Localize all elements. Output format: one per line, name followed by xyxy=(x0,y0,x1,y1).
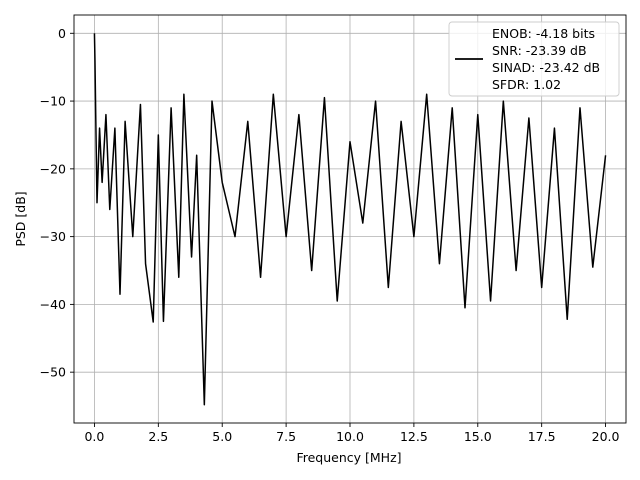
x-tick-label: 17.5 xyxy=(528,429,556,444)
y-tick-label: 0 xyxy=(58,26,66,41)
legend: ENOB: -4.18 bits SNR: -23.39 dB SINAD: -… xyxy=(448,21,620,97)
x-axis: 0.0 2.5 5.0 7.5 10.0 12.5 15.0 17.5 20.0 xyxy=(84,423,620,444)
x-axis-label: Frequency [MHz] xyxy=(296,450,401,465)
legend-entry-sinad: SINAD: -23.42 dB xyxy=(492,60,600,75)
y-tick-label: −10 xyxy=(40,94,66,109)
y-tick-label: −50 xyxy=(40,365,66,380)
y-axis: 0 −10 −20 −30 −40 −50 xyxy=(40,26,74,380)
x-tick-label: 20.0 xyxy=(592,429,620,444)
plot-area xyxy=(93,33,607,406)
legend-entry-snr: SNR: -23.39 dB xyxy=(492,43,587,58)
y-tick-label: −30 xyxy=(40,229,66,244)
legend-entry-sfdr: SFDR: 1.02 xyxy=(492,77,561,92)
y-tick-label: −20 xyxy=(40,161,66,176)
y-tick-label: −40 xyxy=(40,297,66,312)
x-tick-label: 12.5 xyxy=(400,429,428,444)
x-tick-label: 7.5 xyxy=(276,429,296,444)
y-axis-label: PSD [dB] xyxy=(13,191,28,246)
x-tick-label: 0.0 xyxy=(84,429,104,444)
legend-box xyxy=(448,21,620,97)
x-tick-label: 10.0 xyxy=(336,429,364,444)
x-tick-label: 15.0 xyxy=(464,429,492,444)
x-tick-label: 5.0 xyxy=(212,429,232,444)
psd-series-line xyxy=(93,33,607,406)
x-tick-label: 2.5 xyxy=(148,429,168,444)
legend-entry-enob: ENOB: -4.18 bits xyxy=(492,26,595,41)
